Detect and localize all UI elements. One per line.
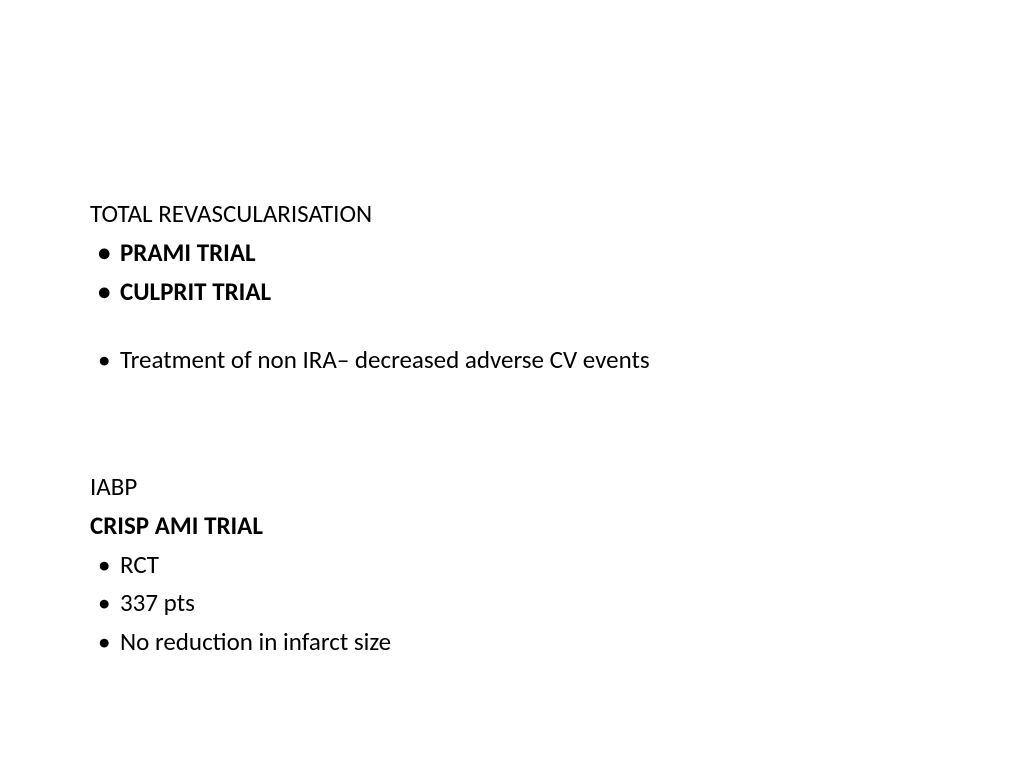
section1-bullets-bold: PRAMI TRIAL CULPRIT TRIAL (90, 234, 944, 312)
section2-heading-bold: CRISP AMI TRIAL (90, 507, 944, 546)
list-item: 337 pts (120, 584, 944, 623)
section1-bullets-plain: Treatment of non IRA– decreased adverse … (90, 341, 944, 380)
section2-bullets: RCT 337 pts No reduction in infarct size (90, 546, 944, 662)
list-item: CULPRIT TRIAL (120, 273, 944, 312)
spacer (90, 311, 944, 341)
section2-heading-plain: IABP (90, 468, 944, 507)
spacer (90, 380, 944, 468)
list-item: PRAMI TRIAL (120, 234, 944, 273)
list-item: RCT (120, 546, 944, 585)
slide-body: TOTAL REVASCULARISATION PRAMI TRIAL CULP… (0, 0, 1024, 768)
list-item: Treatment of non IRA– decreased adverse … (120, 341, 944, 380)
section1-heading: TOTAL REVASCULARISATION (90, 195, 944, 234)
list-item: No reduction in infarct size (120, 623, 944, 662)
